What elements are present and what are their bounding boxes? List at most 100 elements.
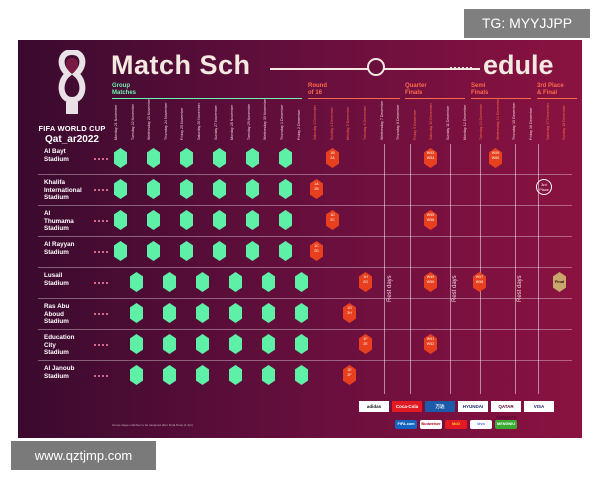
stage-final: 3rd Place & Final [537,83,564,96]
stadium-label: Al Rayyan Stadium [44,241,75,256]
group-match-marker [229,365,242,385]
row-separator [38,360,572,361]
r16-match-marker: 1E 2F [343,365,356,385]
group-match-marker [180,241,193,261]
sponsor-logo-small: FIFA.com [395,420,417,429]
group-match-marker [279,210,292,230]
watermark-tg: TG: MYYJJPP [464,9,590,38]
group-match-marker [262,272,275,292]
group-match-marker [262,334,275,354]
qf-match-marker: W53 W54 [424,148,437,168]
stadium-label: Al Thumama Stadium [44,210,74,232]
r16-match-marker: 1F 2E [359,334,372,354]
sf-match-marker: W57 W58 [473,272,486,292]
row-separator [38,174,572,175]
logo-text-fifa: FIFA WORLD CUP [38,124,106,133]
sponsor-logo-small: MENGNIU [495,420,517,429]
row-dots [94,220,108,224]
row-dots [94,158,108,162]
group-match-marker [130,303,143,323]
group-match-marker [147,241,160,261]
group-match-marker [246,179,259,199]
group-match-marker [246,210,259,230]
r16-match-marker: 1B 2A [326,148,339,168]
stage-divider [410,144,411,394]
row-separator [38,298,572,299]
group-match-marker [114,210,127,230]
third-place-marker: 3rd Place [536,179,552,195]
group-match-marker [163,334,176,354]
sponsor-logo-small: Budweiser [420,420,442,429]
sponsor-logo: QATAR AIRWAYS [491,401,521,420]
stage-final-line [537,98,577,99]
schedule-poster: FIFA WORLD CUP Qat_ar2022 Match Sch edul… [18,40,582,438]
rest-divider [450,144,451,394]
page-title-left: Match Sch [111,50,251,80]
r16-match-marker: 1H 2G [359,272,372,292]
group-match-marker [130,365,143,385]
stage-sf-line [471,98,531,99]
row-dots [94,375,108,379]
row-dots [94,189,108,193]
rest-days-label-1: Rest days [387,275,393,302]
group-match-marker [196,272,209,292]
group-match-marker [262,365,275,385]
group-match-marker [213,179,226,199]
group-match-marker [295,303,308,323]
fifa-logo: FIFA WORLD CUP Qat_ar2022 [26,46,118,166]
stadium-label: Al Bayt Stadium [44,148,69,163]
sponsor-logo-small: McD [445,420,467,429]
stadium-label: Lusail Stadium [44,272,69,287]
rest-days-label-3: Rest days [517,275,523,302]
stage-qf: Quarter Finals [405,83,427,96]
stage-group: Group Matches [112,83,137,96]
group-match-marker [180,179,193,199]
sponsor-logo: adidas [359,401,389,412]
group-match-marker [114,241,127,261]
group-match-marker [180,210,193,230]
row-separator [38,236,572,237]
group-match-marker [163,303,176,323]
stage-qf-line [405,98,465,99]
sponsor-logo: HYUNDAI [458,401,488,412]
group-match-marker [147,148,160,168]
group-note: Group stage matches to be assigned after… [112,423,193,427]
row-dots [94,251,108,255]
watermark-site: www.qztjmp.com [11,441,156,470]
title-dots [450,67,472,72]
date-label: Sunday 18 December [562,105,567,140]
group-match-marker [262,303,275,323]
group-match-marker [295,334,308,354]
stadium-label: Al Janoub Stadium [44,365,75,380]
row-separator [38,329,572,330]
sponsor-logo-small: vivo [470,420,492,429]
trophy-emblem-icon [58,50,86,114]
group-match-marker [295,365,308,385]
group-match-marker [196,365,209,385]
row-dots [94,344,108,348]
group-match-marker [279,179,292,199]
qf-match-marker: W55 W56 [424,210,437,230]
row-dots [94,282,108,286]
group-match-marker [229,272,242,292]
stadium-label: Khalifa International Stadium [44,179,82,201]
row-dots [94,313,108,317]
r16-match-marker: 1C 2D [310,241,323,261]
rest-divider [515,144,516,394]
rest-divider [384,144,385,394]
r16-match-marker: 1A 2B [310,179,323,199]
group-match-marker [213,210,226,230]
group-match-marker [147,179,160,199]
sponsor-logo: 万达 [425,401,455,412]
final-match-marker: Final [553,272,566,292]
sf-match-marker: W59 W60 [489,148,502,168]
qf-match-marker: W49 W50 [424,272,437,292]
logo-text-qatar: Qat_ar2022 [45,134,99,145]
stage-r16-line [308,98,400,99]
stage-divider [538,144,539,394]
group-match-marker [196,334,209,354]
sponsor-logo: VISA [524,401,554,412]
group-match-marker [213,148,226,168]
group-match-marker [114,148,127,168]
group-match-marker [114,179,127,199]
